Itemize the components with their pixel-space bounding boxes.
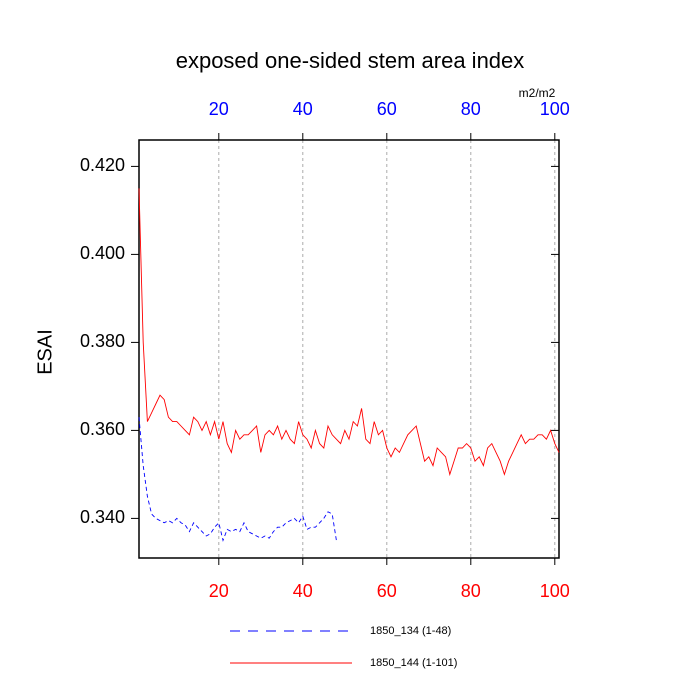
y-tick-label: 0.380 <box>80 331 125 351</box>
x2-tick-label: 60 <box>377 99 397 119</box>
x-tick-label: 100 <box>540 581 570 601</box>
y-axis-label: ESAI <box>34 329 56 375</box>
x2-tick-label: 80 <box>461 99 481 119</box>
y-tick-label: 0.340 <box>80 507 125 527</box>
y-tick-label: 0.360 <box>80 419 125 439</box>
x-tick-label: 20 <box>209 581 229 601</box>
plot-frame <box>138 139 560 559</box>
legend-label: 1850_134 (1-48) <box>370 625 451 637</box>
chart-title: exposed one-sided stem area index <box>176 48 525 73</box>
y-tick-label: 0.400 <box>80 243 125 263</box>
x2-tick-label: 40 <box>293 99 313 119</box>
series-line <box>138 188 560 477</box>
y-tick-label: 0.420 <box>80 155 125 175</box>
x-tick-label: 40 <box>293 581 313 601</box>
series-line <box>138 417 337 542</box>
x2-tick-label: 100 <box>540 99 570 119</box>
x-tick-label: 80 <box>461 581 481 601</box>
x2-tick-label: 20 <box>209 99 229 119</box>
x-tick-label: 60 <box>377 581 397 601</box>
x2-axis-unit: m2/m2 <box>519 86 556 100</box>
legend-label: 1850_144 (1-101) <box>370 657 457 669</box>
